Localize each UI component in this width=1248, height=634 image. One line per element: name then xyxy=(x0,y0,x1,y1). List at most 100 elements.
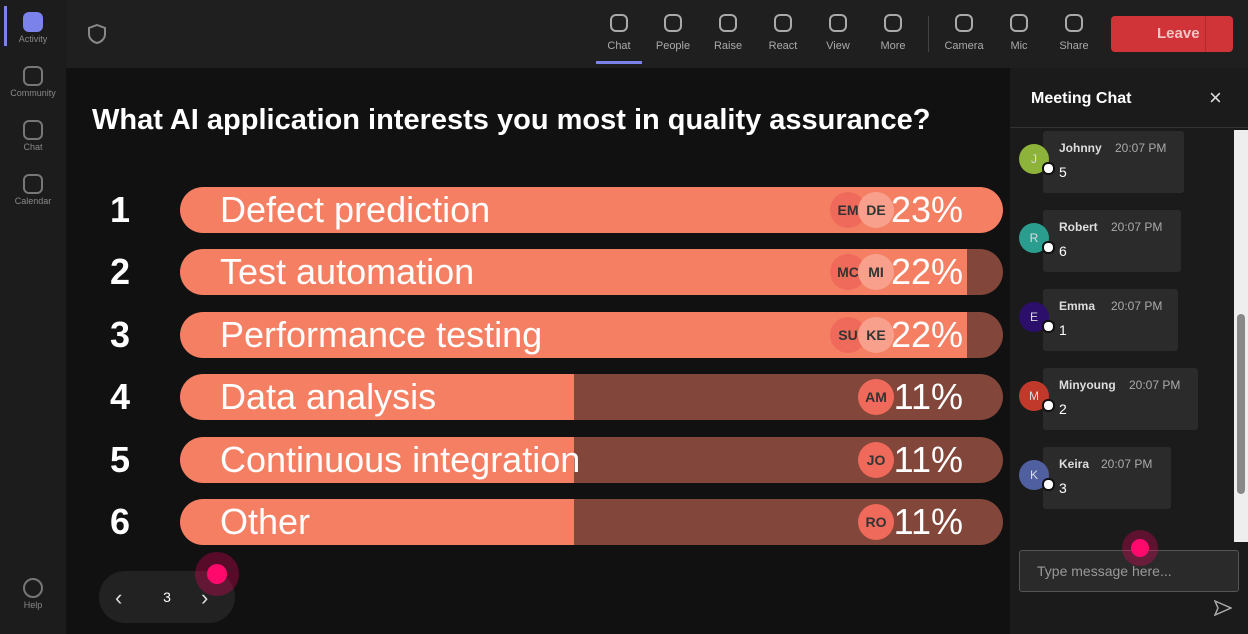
prev-button[interactable]: ‹ xyxy=(115,585,123,610)
input-placeholder: Type message here... xyxy=(1037,563,1172,579)
sidebar-icon xyxy=(23,174,43,194)
sidebar-label: Activity xyxy=(18,34,48,44)
option-percent: 11% xyxy=(893,501,963,542)
toolbar-label: React xyxy=(768,40,798,52)
sender-name: Emma xyxy=(1059,299,1096,313)
message-bubble: Johnny 20:07 PM 5 xyxy=(1043,131,1184,193)
toolbar-label: People xyxy=(655,40,691,52)
page-number: 3 xyxy=(163,589,171,605)
toolbar-label: More xyxy=(880,40,906,52)
toolbar-button[interactable]: Camera xyxy=(939,14,989,52)
voter-avatar: DE xyxy=(858,192,894,228)
sender-name: Minyoung xyxy=(1059,378,1116,392)
close-button[interactable]: × xyxy=(1209,85,1222,110)
message-bubble: Emma 20:07 PM 1 xyxy=(1043,289,1178,351)
sender-name: Robert xyxy=(1059,220,1098,234)
toolbar-icon xyxy=(1010,14,1028,32)
option-label: Data analysis xyxy=(220,376,437,418)
toolbar-icon xyxy=(610,14,628,32)
option-percent: 11% xyxy=(893,376,963,418)
toolbar-label: Share xyxy=(1059,40,1089,52)
sidebar-item[interactable]: Activity xyxy=(0,12,66,44)
toolbar-icon xyxy=(884,14,902,32)
active-tab-indicator xyxy=(596,61,642,64)
toolbar-button[interactable]: Share xyxy=(1049,14,1099,52)
option-label: Continuous integration xyxy=(220,438,581,480)
sidebar-item[interactable]: Community xyxy=(0,66,66,98)
message-text: 5 xyxy=(1059,164,1067,180)
option-label: Performance testing xyxy=(220,313,543,355)
toolbar-button[interactable]: View xyxy=(813,14,863,52)
option-rank: 2 xyxy=(109,251,131,293)
option-percent: 22% xyxy=(890,251,963,293)
sidebar-item[interactable]: Help xyxy=(0,578,66,610)
option-percent: 23% xyxy=(890,189,963,230)
toolbar-icon xyxy=(719,14,737,32)
scrollbar[interactable] xyxy=(1234,130,1248,542)
toolbar-icon xyxy=(774,14,792,32)
sender-name: Keira xyxy=(1059,457,1090,471)
toolbar-button[interactable]: People xyxy=(648,14,698,52)
voter-avatar: RO xyxy=(858,504,894,540)
sidebar-label: Chat xyxy=(23,142,43,152)
toolbar-button[interactable]: Raise xyxy=(703,14,753,52)
cursor-highlight xyxy=(195,552,239,596)
toolbar-icon xyxy=(664,14,682,32)
toolbar-label: Camera xyxy=(944,40,984,52)
message-text: 2 xyxy=(1059,401,1067,417)
option-rank: 4 xyxy=(109,376,131,418)
chat-panel: Meeting Chat × Type message here... John… xyxy=(1010,68,1248,634)
toolbar-icon xyxy=(955,14,973,32)
poll-area: What AI application interests you most i… xyxy=(66,68,1010,634)
divider xyxy=(1010,127,1248,128)
sidebar-item[interactable]: Calendar xyxy=(0,174,66,206)
presence-dot xyxy=(1042,241,1055,254)
option-rank: 6 xyxy=(109,501,131,542)
option-percent: 22% xyxy=(890,313,963,355)
toolbar-button[interactable]: Chat xyxy=(594,14,644,52)
sidebar-icon xyxy=(23,66,43,86)
send-icon[interactable] xyxy=(1214,600,1232,616)
message-bubble: Robert 20:07 PM 6 xyxy=(1043,210,1181,272)
message-time: 20:07 PM xyxy=(1111,299,1163,313)
toolbar: Leave Chat People Raise React View More Camera… xyxy=(66,0,1248,68)
sidebar-label: Community xyxy=(10,88,56,98)
message-bubble: Minyoung 20:07 PM 2 xyxy=(1043,368,1198,430)
option-fill xyxy=(180,499,574,545)
voter-avatar: AM xyxy=(858,379,894,416)
help-icon xyxy=(23,578,43,598)
option-label: Other xyxy=(220,501,311,542)
presence-dot xyxy=(1042,320,1055,333)
message-text: 1 xyxy=(1059,322,1067,338)
presence-dot xyxy=(1042,478,1055,491)
presence-dot xyxy=(1042,399,1055,412)
active-indicator xyxy=(4,6,7,46)
option-rank: 5 xyxy=(109,438,131,480)
toolbar-button[interactable]: React xyxy=(758,14,808,52)
option-fill xyxy=(180,436,574,483)
cursor-highlight xyxy=(1122,530,1158,566)
shield-icon xyxy=(88,24,106,44)
sidebar-icon xyxy=(23,12,43,32)
toolbar-label: Mic xyxy=(1010,40,1028,52)
toolbar-label: Chat xyxy=(607,40,631,52)
option-label: Test automation xyxy=(220,251,475,293)
message-input[interactable]: Type message here... xyxy=(1019,550,1239,592)
message-text: 3 xyxy=(1059,480,1067,496)
toolbar-button[interactable]: More xyxy=(868,14,918,52)
help-label: Help xyxy=(23,600,43,610)
sidebar-item[interactable]: Chat xyxy=(0,120,66,152)
voter-avatar: KE xyxy=(858,316,894,353)
leave-label: Leave xyxy=(1157,25,1200,42)
sidebar: Activity Community Chat Calendar Help xyxy=(0,0,66,634)
presence-dot xyxy=(1042,162,1055,175)
message-time: 20:07 PM xyxy=(1111,220,1163,234)
sender-name: Johnny xyxy=(1059,141,1102,155)
next-button[interactable]: › xyxy=(201,585,209,610)
message-time: 20:07 PM xyxy=(1129,378,1181,392)
leave-button[interactable]: Leave xyxy=(1111,16,1233,52)
toolbar-icon xyxy=(1065,14,1083,32)
option-fill xyxy=(180,374,574,421)
toolbar-button[interactable]: Mic xyxy=(994,14,1044,52)
poll-question: What AI application interests you most i… xyxy=(92,104,931,136)
